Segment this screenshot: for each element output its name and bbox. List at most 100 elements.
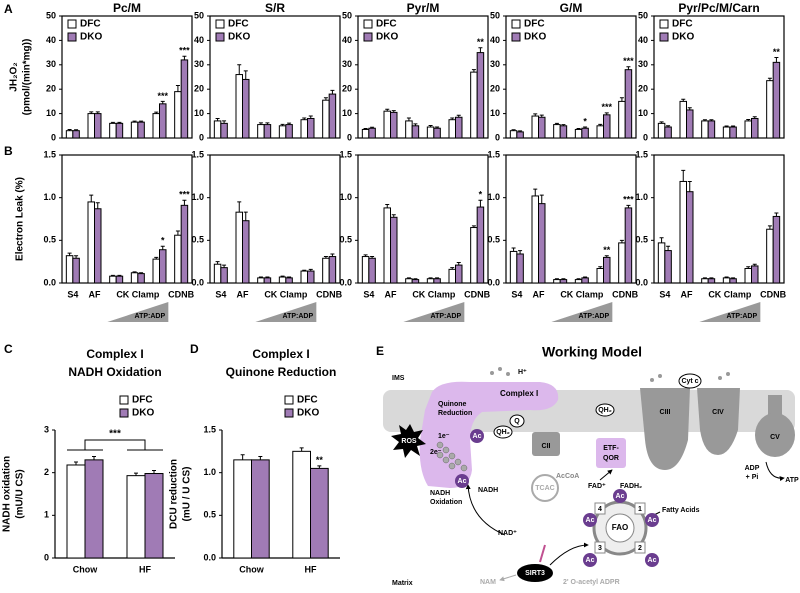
bar xyxy=(701,278,709,284)
error-bar xyxy=(302,117,307,120)
bar xyxy=(383,207,391,284)
y-tick-label: 50 xyxy=(490,10,500,20)
y-tick-label: 0.0 xyxy=(487,277,500,287)
bar xyxy=(109,275,117,284)
bar xyxy=(322,257,330,284)
significance-label: *** xyxy=(157,91,168,101)
x-tick-label: S4 xyxy=(67,289,78,299)
bar xyxy=(307,117,315,139)
y-tick-label: 1.5 xyxy=(487,149,500,159)
label: 1e⁻ xyxy=(438,433,450,440)
bar xyxy=(516,253,524,284)
error-bar xyxy=(471,69,476,73)
plot-frame xyxy=(653,15,785,139)
error-bar xyxy=(240,454,245,460)
error-bar xyxy=(576,127,581,130)
legend-swatch xyxy=(284,395,294,405)
bar xyxy=(307,270,315,284)
y-tick-label: 0.0 xyxy=(635,277,648,287)
y-tick-label: 10 xyxy=(638,108,648,118)
bar xyxy=(310,467,329,559)
civ xyxy=(697,388,740,455)
bar xyxy=(772,61,781,139)
error-bar xyxy=(265,276,270,278)
bar xyxy=(686,191,694,284)
error-bar xyxy=(619,239,624,243)
error-bar xyxy=(554,122,559,125)
bar xyxy=(174,234,182,284)
plot-frame xyxy=(357,15,489,139)
x-tick-label: CDNB xyxy=(316,289,342,299)
label: Ac xyxy=(616,493,625,500)
error-bar xyxy=(74,129,79,131)
label: Cyt c xyxy=(681,378,698,385)
y-tick-label: 50 xyxy=(194,10,204,20)
error-bar xyxy=(95,111,100,114)
significance-label: ** xyxy=(603,245,611,255)
error-bar xyxy=(752,263,757,266)
error-bar xyxy=(222,120,227,124)
x-tick-label: CK Clamp xyxy=(560,289,604,299)
bar xyxy=(538,116,546,139)
error-bar xyxy=(619,97,624,102)
error-bar xyxy=(160,245,165,250)
error-bar xyxy=(237,64,242,75)
label: ETF- xyxy=(603,445,619,452)
bar xyxy=(220,267,228,284)
bar xyxy=(115,122,124,139)
gradient-label: ATP:ADP xyxy=(431,313,462,320)
bar xyxy=(159,249,167,284)
bar xyxy=(476,206,485,284)
bar xyxy=(130,121,139,139)
label: Quinone xyxy=(438,401,466,408)
error-bar xyxy=(406,117,411,121)
bar xyxy=(744,267,752,284)
error-bar xyxy=(370,126,375,129)
gradient-wedge xyxy=(255,302,317,322)
bar xyxy=(213,120,222,139)
legend-swatch xyxy=(67,32,77,42)
label: QOR xyxy=(603,455,619,462)
x-tick-label: AF xyxy=(89,289,101,299)
error-bar xyxy=(583,126,588,129)
chart-title: Quinone Reduction xyxy=(226,365,337,379)
bar xyxy=(368,257,376,284)
bar xyxy=(509,130,518,139)
bar xyxy=(426,126,435,139)
bar xyxy=(516,131,524,139)
error-bar xyxy=(323,256,328,259)
significance-bracket xyxy=(67,439,163,451)
error-bar xyxy=(435,277,440,279)
bar xyxy=(664,250,672,284)
error-bar xyxy=(154,256,159,260)
label: IMS xyxy=(392,375,405,382)
label: 2' O-acetyl ADPR xyxy=(563,579,620,586)
x-tick-label: AF xyxy=(681,289,693,299)
error-bar xyxy=(139,120,144,123)
panel-letter: C xyxy=(4,342,13,356)
y-tick-label: 1.0 xyxy=(339,192,352,202)
y-tick-label: 0 xyxy=(495,132,500,142)
bar xyxy=(390,111,398,139)
fao-core xyxy=(605,513,635,543)
significance-label: * xyxy=(583,116,587,126)
x-tick-label: HF xyxy=(305,564,317,574)
legend-label: DFC xyxy=(80,19,101,30)
y-tick-label: 40 xyxy=(194,35,204,45)
acetyl-marks: Ac Ac Ac Ac Ac Ac Ac xyxy=(455,429,659,567)
error-bar xyxy=(687,180,692,192)
bar xyxy=(624,69,633,139)
label: CV xyxy=(770,434,780,441)
gradient-wedge xyxy=(551,302,613,322)
bar xyxy=(263,277,272,284)
significance-label: ** xyxy=(477,37,485,47)
error-bar xyxy=(583,276,588,278)
bar xyxy=(722,126,731,139)
panel-letter: B xyxy=(4,144,13,158)
error-bar xyxy=(702,277,707,279)
legend-label: DKO xyxy=(297,408,319,419)
bar xyxy=(390,216,398,284)
error-bar xyxy=(89,111,94,114)
legend-label: DKO xyxy=(524,32,546,43)
